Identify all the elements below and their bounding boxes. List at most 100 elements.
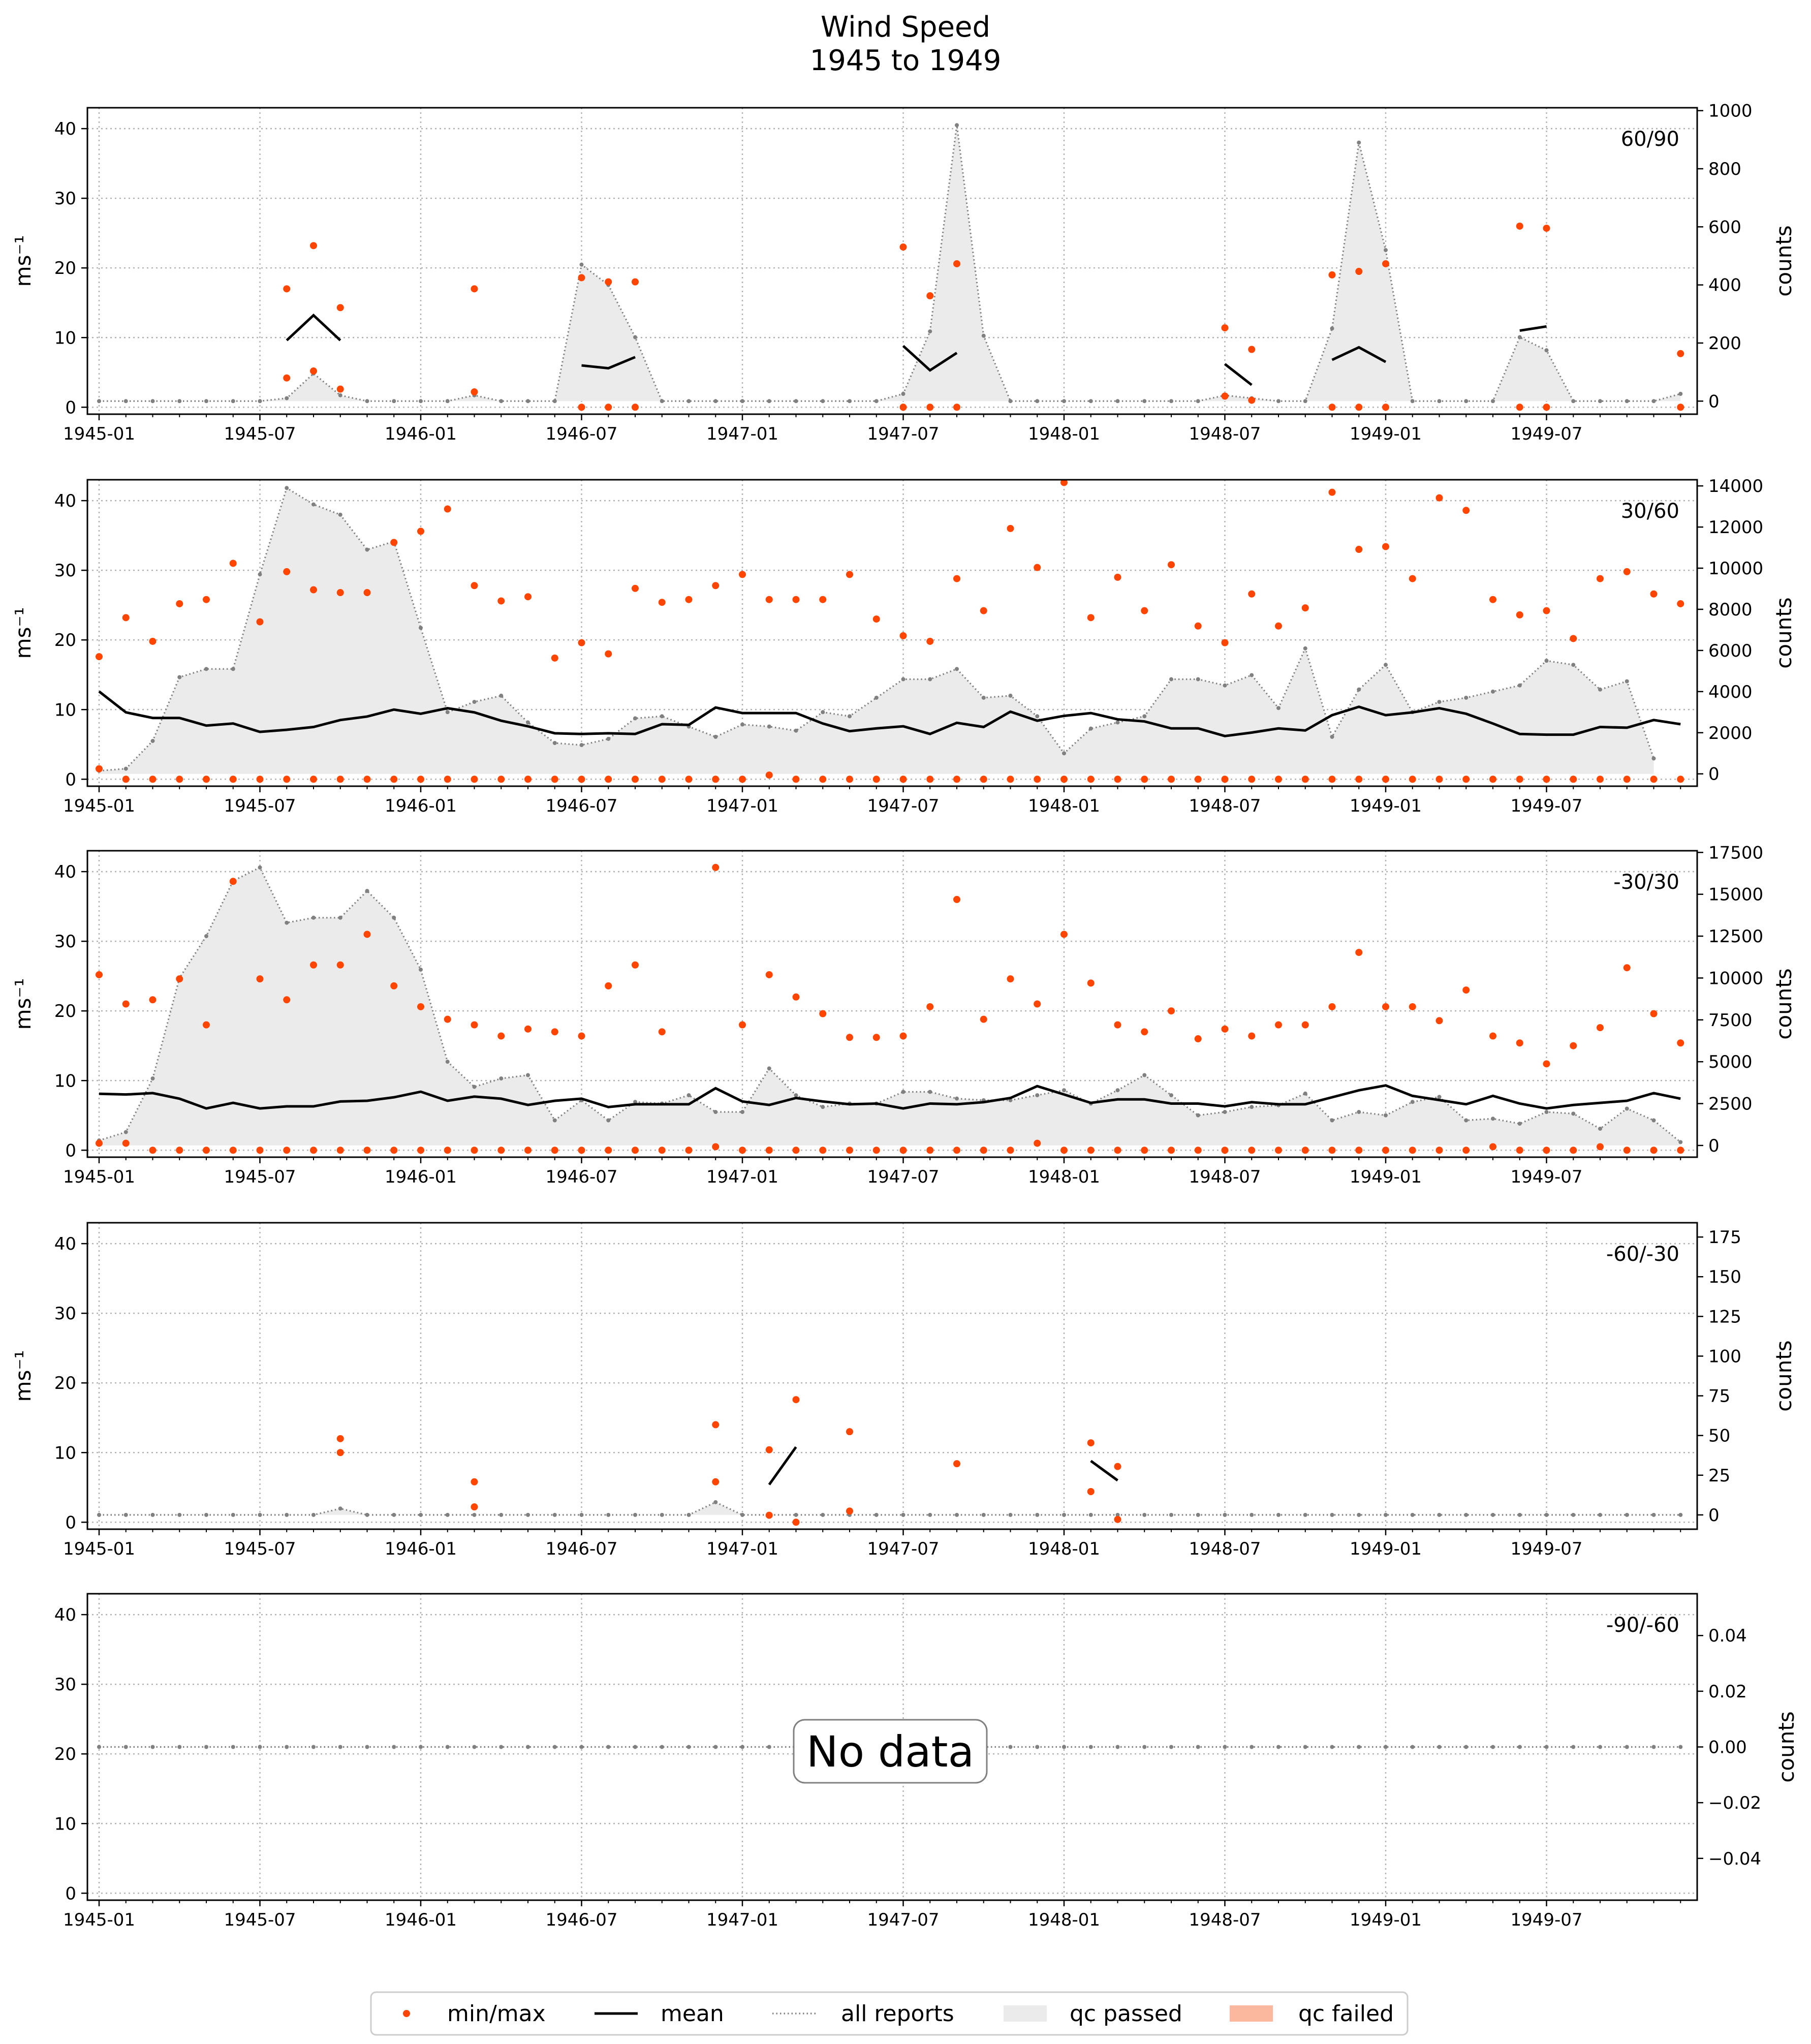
max-point (712, 582, 720, 590)
all-reports-point (901, 1512, 906, 1517)
all-reports-point (1035, 1093, 1040, 1098)
ytick-right-label: 400 (1708, 275, 1741, 296)
xtick-label: 1947-01 (706, 424, 778, 444)
ytick-left-label: 10 (54, 1071, 76, 1091)
xtick-label: 1948-07 (1189, 424, 1261, 444)
max-point (1623, 964, 1631, 972)
ytick-left-label: 20 (54, 258, 76, 278)
min-point (739, 1147, 746, 1154)
max-point (176, 600, 183, 607)
band-label: 30/60 (1621, 500, 1679, 523)
all-reports-line (99, 866, 1681, 1143)
all-reports-point (579, 743, 584, 748)
all-reports-point (633, 1512, 637, 1517)
max-point (229, 560, 237, 567)
min-point (578, 776, 585, 783)
all-reports-point (928, 329, 932, 334)
min-point (1168, 1147, 1175, 1154)
all-reports-point (552, 1118, 557, 1123)
all-reports-point (1651, 1512, 1656, 1517)
all-reports-point (1625, 399, 1629, 404)
all-reports-point (1276, 1745, 1281, 1749)
max-point (1435, 1017, 1443, 1025)
max-point (390, 982, 398, 989)
all-reports-point (901, 1090, 906, 1094)
xtick-label: 1947-07 (867, 424, 939, 444)
xtick-label: 1949-07 (1510, 796, 1582, 816)
min-point (1248, 396, 1256, 404)
all-reports-point (1544, 659, 1549, 663)
min-point (899, 776, 907, 783)
max-point (1248, 1032, 1256, 1040)
xtick-label: 1947-01 (706, 1910, 778, 1930)
all-reports-point (204, 1512, 208, 1517)
min-point (1677, 1147, 1684, 1154)
min-point (926, 776, 934, 783)
ytick-left-label: 20 (54, 630, 76, 651)
max-point (1328, 1003, 1336, 1010)
xtick-label: 1947-07 (867, 796, 939, 816)
all-reports-point (740, 722, 744, 727)
all-reports-point (177, 1745, 182, 1749)
ytick-left-label: 10 (54, 700, 76, 720)
all-reports-point (97, 1512, 101, 1517)
all-reports-point (1223, 1512, 1227, 1517)
min-point (336, 1449, 344, 1457)
min-point (712, 776, 720, 783)
min-point (792, 1519, 800, 1526)
min-point (176, 776, 183, 783)
min-point (203, 1147, 210, 1154)
all-reports-point (713, 1110, 718, 1114)
all-reports-point (365, 1745, 369, 1749)
max-point (363, 589, 371, 597)
all-reports-point (1410, 1512, 1415, 1517)
max-point (632, 961, 639, 969)
legend-label: qc passed (1070, 2001, 1182, 2027)
max-point (1355, 949, 1363, 956)
max-point (1462, 507, 1470, 514)
legend: min/max mean all reports qc passed qc failed (370, 1991, 1409, 2036)
all-reports-point (1223, 683, 1227, 688)
all-reports-point (1250, 1745, 1254, 1749)
all-reports-point (1625, 1745, 1629, 1749)
min-point (1301, 776, 1309, 783)
min-point (872, 776, 880, 783)
ytick-right-label: 200 (1708, 333, 1741, 354)
max-point (792, 596, 800, 603)
xtick-label: 1946-07 (545, 424, 617, 444)
ytick-right-label: −0.04 (1708, 1849, 1761, 1869)
all-reports-point (1571, 1512, 1576, 1517)
all-reports-point (150, 399, 155, 404)
max-point (872, 1034, 880, 1041)
min-point (149, 776, 157, 783)
ytick-left-label: 0 (65, 1512, 76, 1533)
all-reports-point (499, 693, 504, 698)
all-reports-point (740, 1745, 744, 1749)
ytick-right-label: 0 (1708, 764, 1720, 785)
min-point (1435, 776, 1443, 783)
all-reports-point (606, 1118, 611, 1123)
min-point (1275, 1147, 1282, 1154)
mean-line (1090, 1460, 1118, 1482)
min-point (1275, 776, 1282, 783)
min-point (1087, 1488, 1095, 1495)
all-reports-point (285, 1512, 289, 1517)
xtick-label: 1948-01 (1028, 1167, 1100, 1187)
all-reports-point (1491, 689, 1495, 694)
all-reports-point (1062, 1745, 1066, 1749)
all-reports-point (713, 1745, 718, 1749)
max-point (1221, 324, 1229, 332)
all-reports-point (1035, 399, 1040, 404)
min-point (1034, 776, 1041, 783)
min-point (1248, 776, 1256, 783)
min-point (336, 776, 344, 783)
all-reports-point (365, 1512, 369, 1517)
min-point (632, 1147, 639, 1154)
max-point (471, 1021, 478, 1029)
all-reports-point (874, 399, 879, 404)
max-point (1248, 590, 1256, 598)
min-point (926, 404, 934, 411)
all-reports-point (713, 399, 718, 404)
all-reports-point (1598, 1512, 1602, 1517)
min-point (1114, 1515, 1121, 1523)
